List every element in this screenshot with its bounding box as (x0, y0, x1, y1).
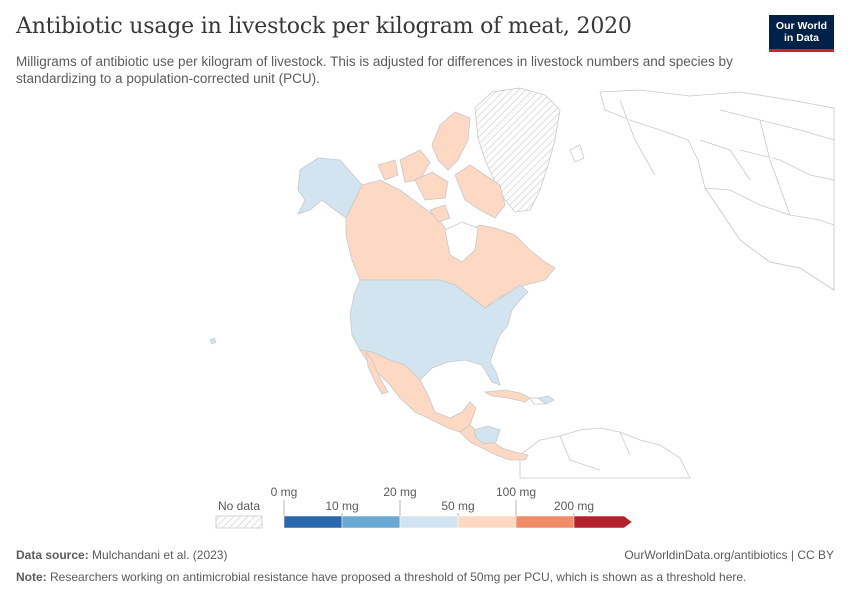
footnote: Note: Researchers working on antimicrobi… (16, 570, 746, 584)
legend-label-4: 100 mg (496, 485, 536, 499)
region-greenland[interactable] (474, 87, 561, 213)
legend-swatch-0[interactable] (283, 515, 343, 529)
region-alaska[interactable] (297, 157, 363, 219)
legend-label-0: 0 mg (271, 485, 298, 499)
hudson-bay (444, 221, 479, 263)
note-label: Note: (16, 570, 47, 584)
south-america-outline (519, 427, 691, 479)
legend-no-data-swatch (215, 515, 263, 529)
logo-line-1: Our World (775, 20, 828, 32)
eurasia-outline (511, 89, 835, 291)
credit-line[interactable]: OurWorldinData.org/antibiotics | CC BY (624, 548, 834, 562)
legend-swatch-2[interactable] (399, 515, 459, 529)
region-haiti[interactable] (529, 397, 548, 405)
region-baja-california[interactable] (365, 351, 389, 395)
region-cuba[interactable] (483, 389, 531, 403)
legend-label-2: 20 mg (383, 485, 416, 499)
logo-line-2: in Data (783, 32, 819, 44)
legend-bins: 0 mg 10 mg 20 mg 50 mg 100 mg 200 mg (271, 485, 633, 529)
region-hawaii[interactable] (209, 337, 217, 345)
legend-label-5: 200 mg (554, 499, 594, 513)
legend-swatch-3[interactable] (457, 515, 517, 529)
legend-label-1: 10 mg (325, 499, 358, 513)
legend-swatch-4[interactable] (515, 515, 575, 529)
legend-no-data: No data (215, 499, 263, 529)
legend-label-3: 50 mg (441, 499, 474, 513)
data-source-text[interactable]: Mulchandani et al. (2023) (92, 548, 228, 562)
legend: No data 0 mg 10 mg 20 mg 50 mg 100 mg 200 mg (215, 485, 633, 529)
legend-swatch-5[interactable] (573, 515, 633, 529)
legend-swatch-1[interactable] (341, 515, 401, 529)
region-mexico[interactable] (359, 349, 477, 433)
owid-logo[interactable]: Our World in Data (769, 15, 834, 52)
chart-subtitle: Milligrams of antibiotic use per kilogra… (16, 54, 733, 86)
note-text: Researchers working on antimicrobial res… (50, 570, 747, 584)
choropleth-map (209, 87, 835, 479)
chart-title: Antibiotic usage in livestock per kilogr… (16, 14, 632, 39)
legend-no-data-label: No data (218, 499, 260, 513)
data-source-label: Data source: (16, 548, 89, 562)
region-honduras[interactable] (473, 425, 501, 445)
data-source: Data source: Mulchandani et al. (2023) (16, 548, 227, 562)
